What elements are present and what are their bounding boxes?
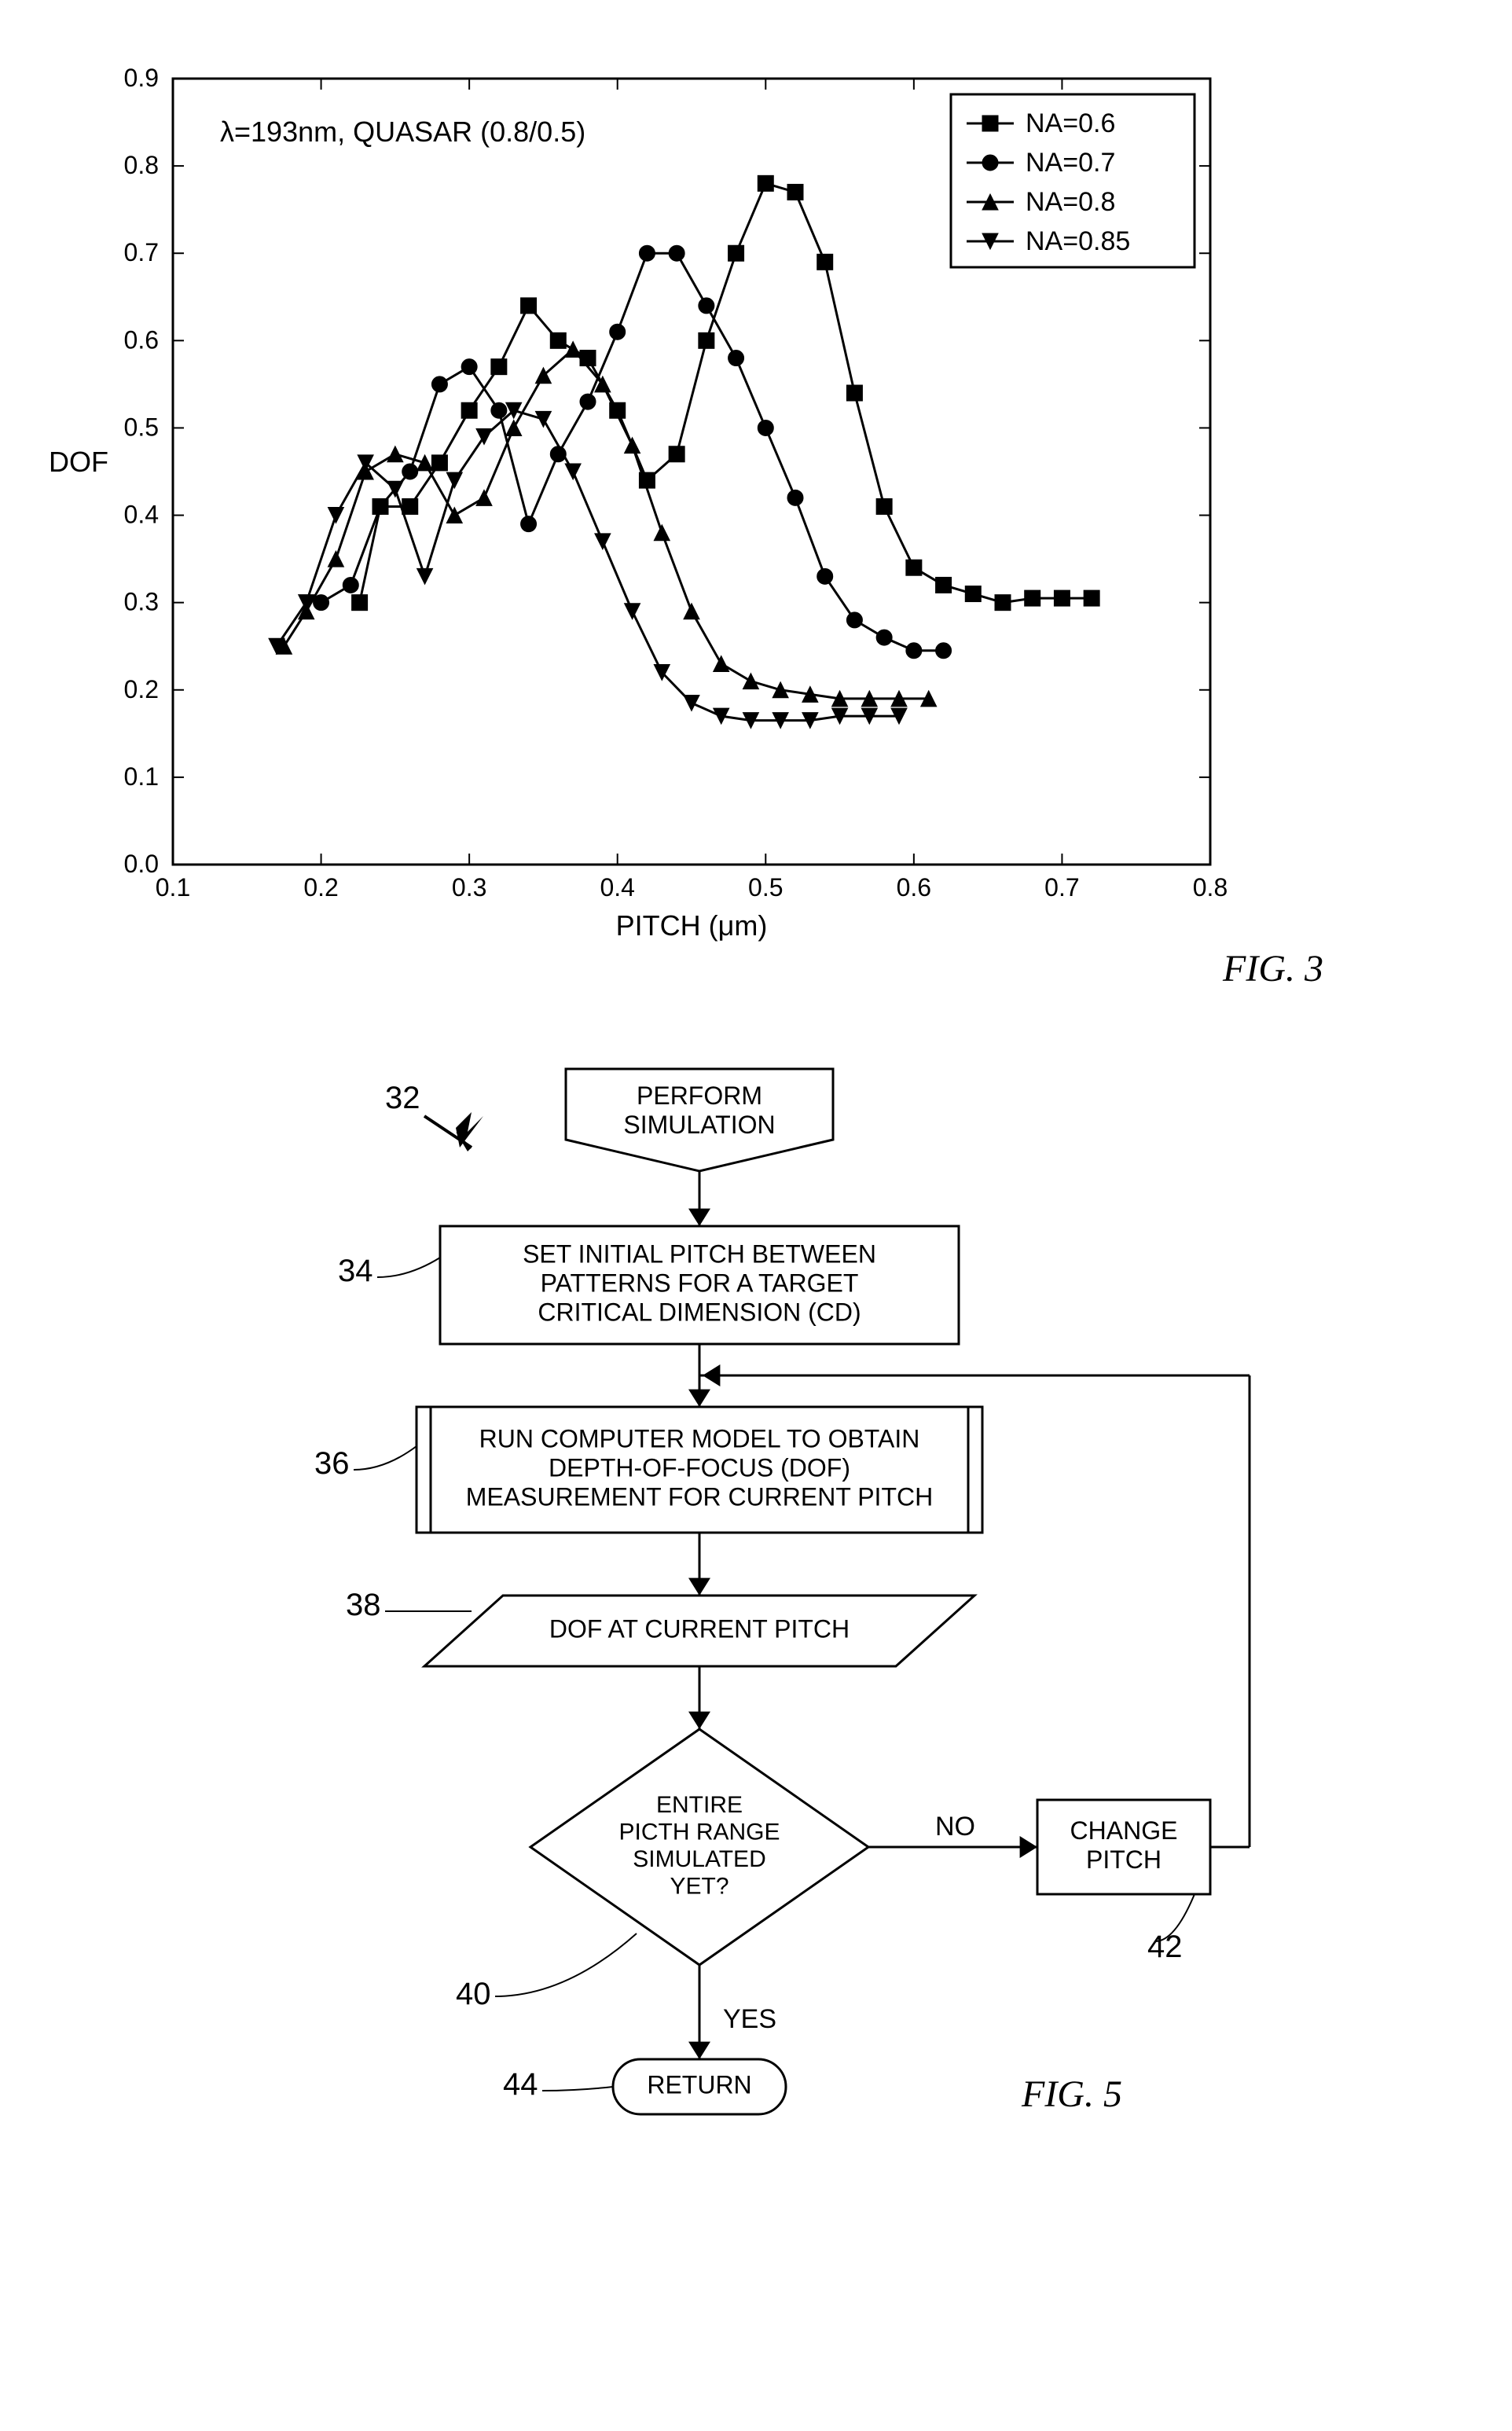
svg-text:0.1: 0.1 bbox=[124, 762, 159, 791]
svg-text:0.4: 0.4 bbox=[600, 873, 634, 902]
svg-text:NA=0.7: NA=0.7 bbox=[1026, 148, 1115, 178]
svg-text:MEASUREMENT FOR CURRENT PITCH: MEASUREMENT FOR CURRENT PITCH bbox=[466, 1482, 933, 1511]
dof-chart: 0.10.20.30.40.50.60.70.80.00.10.20.30.40… bbox=[31, 31, 1481, 975]
svg-text:CRITICAL DIMENSION (CD): CRITICAL DIMENSION (CD) bbox=[538, 1298, 861, 1326]
svg-text:RETURN: RETURN bbox=[647, 2070, 751, 2099]
svg-text:FIG. 5: FIG. 5 bbox=[1021, 2073, 1122, 2115]
svg-text:0.6: 0.6 bbox=[897, 873, 931, 902]
svg-text:0.2: 0.2 bbox=[303, 873, 338, 902]
svg-text:NA=0.6: NA=0.6 bbox=[1026, 108, 1115, 138]
svg-text:40: 40 bbox=[456, 1977, 491, 2011]
fig3-label: FIG. 3 bbox=[1223, 947, 1323, 990]
svg-text:PERFORM: PERFORM bbox=[637, 1081, 762, 1110]
svg-text:NA=0.8: NA=0.8 bbox=[1026, 187, 1115, 217]
svg-text:λ=193nm, QUASAR (0.8/0.5): λ=193nm, QUASAR (0.8/0.5) bbox=[220, 116, 585, 148]
svg-text:NA=0.85: NA=0.85 bbox=[1026, 226, 1130, 256]
svg-text:42: 42 bbox=[1147, 1930, 1183, 1964]
chart-svg: 0.10.20.30.40.50.60.70.80.00.10.20.30.40… bbox=[31, 31, 1289, 975]
svg-text:YES: YES bbox=[723, 2004, 776, 2034]
svg-text:36: 36 bbox=[314, 1446, 350, 1481]
svg-text:44: 44 bbox=[503, 2067, 538, 2102]
svg-text:CHANGE: CHANGE bbox=[1070, 1816, 1178, 1845]
svg-text:PITCH (μm): PITCH (μm) bbox=[616, 909, 768, 942]
svg-text:0.6: 0.6 bbox=[124, 325, 159, 354]
svg-text:0.8: 0.8 bbox=[1193, 873, 1228, 902]
svg-text:0.7: 0.7 bbox=[1044, 873, 1079, 902]
flowchart-svg: PERFORMSIMULATION 32 SET INITIAL PITCH BET… bbox=[31, 1037, 1481, 2216]
svg-text:0.5: 0.5 bbox=[124, 413, 159, 441]
svg-text:0.9: 0.9 bbox=[124, 64, 159, 92]
svg-text:0.7: 0.7 bbox=[124, 238, 159, 266]
svg-text:34: 34 bbox=[338, 1254, 373, 1288]
svg-text:32: 32 bbox=[385, 1081, 420, 1115]
flowchart: PERFORMSIMULATION 32 SET INITIAL PITCH BET… bbox=[31, 1037, 1481, 2216]
svg-text:38: 38 bbox=[346, 1588, 381, 1622]
svg-text:0.8: 0.8 bbox=[124, 151, 159, 179]
svg-text:0.3: 0.3 bbox=[452, 873, 486, 902]
svg-text:ENTIRE: ENTIRE bbox=[656, 1792, 743, 1818]
svg-text:0.3: 0.3 bbox=[124, 588, 159, 616]
svg-text:0.5: 0.5 bbox=[748, 873, 783, 902]
svg-text:YET?: YET? bbox=[670, 1874, 728, 1900]
svg-text:0.4: 0.4 bbox=[124, 501, 159, 529]
svg-text:SIMULATION: SIMULATION bbox=[623, 1111, 775, 1139]
svg-text:DOF AT CURRENT PITCH: DOF AT CURRENT PITCH bbox=[549, 1614, 850, 1643]
svg-text:DOF: DOF bbox=[49, 446, 108, 478]
svg-text:PATTERNS FOR A TARGET: PATTERNS FOR A TARGET bbox=[541, 1269, 859, 1297]
svg-text:PITCH: PITCH bbox=[1086, 1845, 1162, 1874]
svg-text:DEPTH-OF-FOCUS (DOF): DEPTH-OF-FOCUS (DOF) bbox=[549, 1453, 850, 1482]
svg-text:0.1: 0.1 bbox=[156, 873, 190, 902]
svg-text:NO: NO bbox=[935, 1812, 975, 1842]
svg-text:0.2: 0.2 bbox=[124, 675, 159, 703]
svg-text:SET INITIAL PITCH BETWEEN: SET INITIAL PITCH BETWEEN bbox=[523, 1240, 876, 1269]
svg-text:0.0: 0.0 bbox=[124, 850, 159, 878]
svg-text:RUN COMPUTER MODEL TO OBTAIN: RUN COMPUTER MODEL TO OBTAIN bbox=[479, 1425, 920, 1453]
svg-text:SIMULATED: SIMULATED bbox=[633, 1846, 765, 1872]
svg-text:PICTH RANGE: PICTH RANGE bbox=[618, 1820, 780, 1845]
